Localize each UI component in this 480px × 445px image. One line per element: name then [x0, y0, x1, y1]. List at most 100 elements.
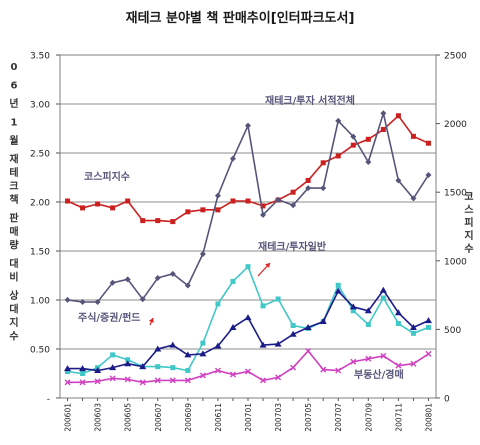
data-point	[109, 279, 116, 286]
data-point	[65, 369, 71, 375]
series-재테크-투자일반	[65, 264, 431, 376]
left-axis-label-char: 0	[11, 62, 18, 73]
data-point	[410, 330, 416, 336]
data-point	[410, 360, 417, 367]
left-tick-label: 2.50	[30, 150, 50, 160]
data-point	[319, 318, 327, 325]
data-point	[425, 324, 431, 330]
data-point	[335, 153, 341, 159]
data-point	[185, 209, 191, 215]
left-axis-label-char: 대	[9, 303, 18, 316]
x-tick-label: 200609	[184, 403, 193, 432]
series-annotation: 코스피지수	[84, 170, 130, 183]
data-point	[169, 270, 176, 277]
data-point	[260, 377, 267, 384]
left-axis-label-char: 1	[11, 118, 18, 129]
data-point	[245, 122, 251, 129]
right-axis-label-char: 피	[464, 216, 473, 229]
data-point	[214, 192, 221, 199]
data-point	[170, 219, 176, 225]
data-point	[199, 350, 207, 357]
data-point	[380, 295, 386, 301]
data-point	[80, 205, 86, 211]
left-tick-label: -	[47, 395, 50, 405]
data-point	[424, 317, 432, 324]
data-point	[350, 142, 356, 148]
data-point	[139, 379, 146, 386]
series-주식-증권-펀드	[64, 286, 432, 374]
x-tick-label: 200605	[124, 403, 133, 432]
data-point	[320, 366, 327, 373]
data-point	[94, 367, 102, 374]
right-tick-label: 0	[444, 395, 450, 405]
data-point	[109, 364, 117, 371]
data-point	[65, 198, 71, 204]
data-point	[425, 172, 432, 179]
right-tick-label: 500	[444, 326, 461, 336]
data-point	[304, 323, 312, 330]
right-tick-label: 2500	[444, 52, 467, 62]
data-point	[94, 378, 101, 385]
data-point	[124, 360, 132, 367]
data-point	[245, 368, 251, 375]
data-point	[260, 203, 266, 209]
data-point	[244, 314, 252, 321]
left-tick-label: 0.50	[30, 346, 50, 356]
data-point	[335, 282, 341, 288]
left-tick-label: 2.00	[30, 199, 50, 209]
data-point	[335, 117, 342, 124]
data-point	[290, 364, 297, 371]
data-point	[170, 365, 176, 371]
data-point	[305, 185, 312, 192]
data-point	[154, 274, 161, 281]
data-point	[335, 367, 342, 374]
data-point	[425, 350, 432, 357]
data-point	[274, 340, 282, 347]
data-point	[305, 347, 312, 354]
data-point	[229, 371, 236, 378]
x-tick-label: 200611	[214, 403, 223, 432]
x-tick-label: 200707	[334, 403, 343, 432]
data-point	[125, 198, 131, 204]
right-axis-label-char: 수	[464, 243, 473, 255]
left-axis-label-char: 재	[9, 153, 18, 166]
annotation-arrow	[148, 317, 154, 326]
data-point	[334, 287, 342, 294]
data-point	[200, 207, 206, 213]
data-point	[260, 303, 266, 309]
series-annotation: 주식/증권/펀드	[78, 311, 141, 324]
x-tick-label: 200711	[394, 403, 403, 432]
left-axis-label-char: 테	[9, 166, 18, 179]
left-tick-label: 1.00	[30, 297, 50, 307]
data-point	[365, 322, 371, 327]
series-코스피지수	[64, 110, 432, 305]
left-axis-label-char: 지	[9, 316, 18, 329]
data-point	[380, 110, 387, 117]
data-point	[154, 377, 161, 384]
x-tick-label: 200709	[364, 403, 373, 432]
data-point	[124, 276, 131, 283]
data-point	[379, 286, 387, 293]
data-point	[154, 345, 162, 352]
left-tick-label: 3.50	[30, 52, 50, 62]
right-tick-label: 1000	[444, 257, 467, 267]
right-axis-label-char: 지	[464, 229, 473, 242]
data-point	[94, 298, 101, 305]
data-point	[245, 198, 251, 204]
left-axis-label-char: 상	[9, 289, 19, 302]
data-point	[380, 352, 387, 359]
series-annotation: 재테크/투자 서적전체	[265, 94, 355, 107]
data-point	[395, 177, 402, 184]
series-layer	[64, 110, 432, 386]
left-axis-label-char: 대	[9, 257, 18, 270]
data-point	[79, 365, 87, 372]
data-point	[185, 368, 191, 374]
x-tick-label: 200705	[304, 403, 313, 432]
data-point	[365, 159, 372, 166]
data-point	[230, 278, 236, 284]
left-axis-label-char: 6	[11, 81, 18, 92]
x-tick-label: 200601	[64, 403, 73, 432]
